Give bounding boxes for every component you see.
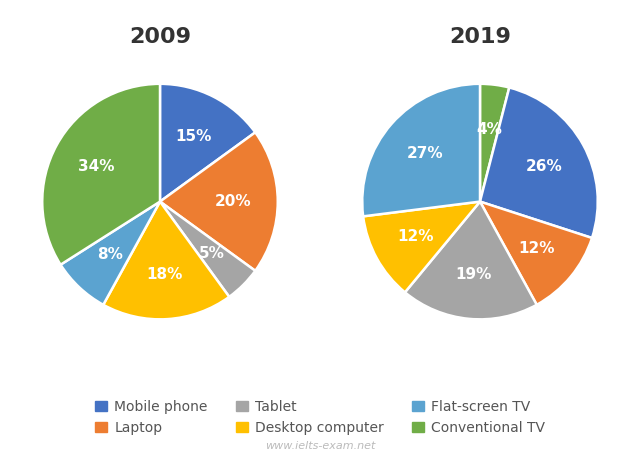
- Text: 8%: 8%: [97, 247, 123, 262]
- Text: 18%: 18%: [147, 267, 183, 282]
- Wedge shape: [363, 202, 480, 292]
- Text: 19%: 19%: [455, 267, 492, 282]
- Text: 12%: 12%: [398, 229, 435, 244]
- Text: www.ielts-exam.net: www.ielts-exam.net: [265, 441, 375, 451]
- Wedge shape: [160, 202, 255, 297]
- Wedge shape: [160, 84, 255, 202]
- Wedge shape: [103, 202, 229, 319]
- Text: 26%: 26%: [525, 159, 563, 174]
- Text: 4%: 4%: [476, 122, 502, 137]
- Wedge shape: [42, 84, 160, 265]
- Title: 2009: 2009: [129, 27, 191, 47]
- Text: 27%: 27%: [407, 146, 444, 161]
- Wedge shape: [480, 84, 509, 202]
- Text: 15%: 15%: [175, 129, 211, 144]
- Wedge shape: [480, 202, 592, 305]
- Text: 20%: 20%: [214, 194, 252, 209]
- Wedge shape: [480, 87, 598, 238]
- Wedge shape: [61, 202, 160, 305]
- Text: 12%: 12%: [518, 241, 554, 255]
- Text: 5%: 5%: [198, 246, 225, 261]
- Wedge shape: [405, 202, 537, 319]
- Text: 34%: 34%: [78, 159, 115, 174]
- Wedge shape: [362, 84, 480, 217]
- Wedge shape: [160, 132, 278, 271]
- Legend: Mobile phone, Laptop, Tablet, Desktop computer, Flat-screen TV, Conventional TV: Mobile phone, Laptop, Tablet, Desktop co…: [88, 393, 552, 442]
- Title: 2019: 2019: [449, 27, 511, 47]
